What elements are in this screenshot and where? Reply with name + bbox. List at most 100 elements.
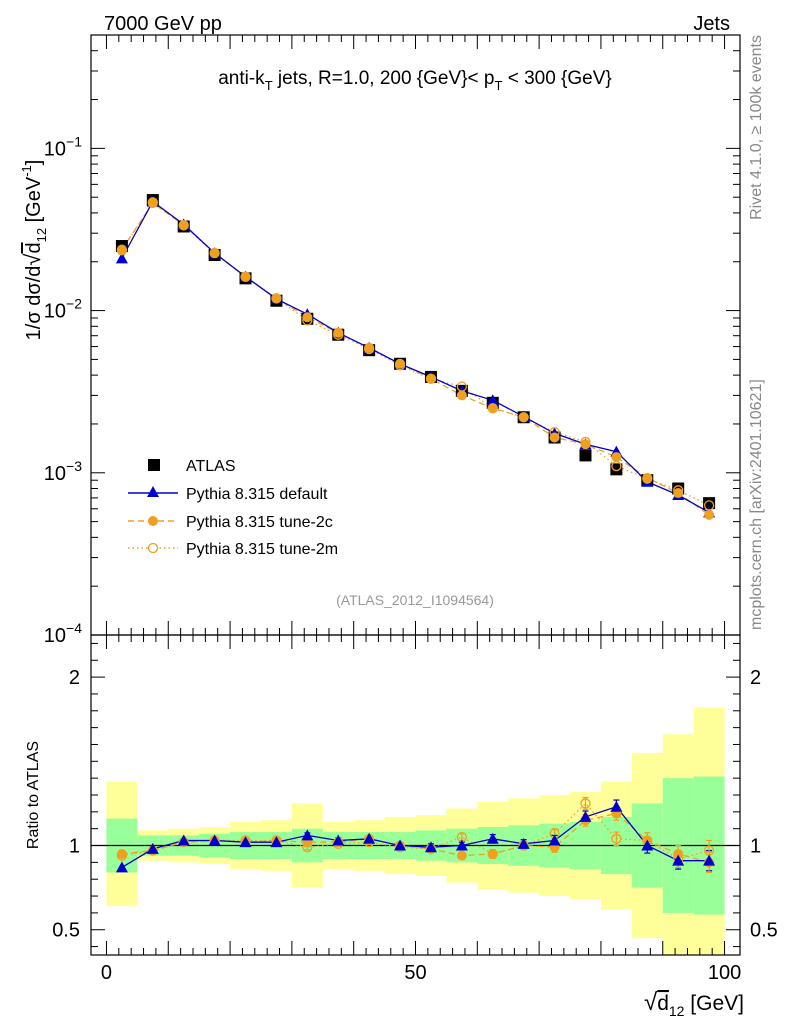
tune-2m-point bbox=[271, 293, 282, 304]
main-y-tick-label: 10−1 bbox=[44, 133, 82, 160]
tune-2m-point bbox=[240, 271, 251, 282]
tune-2c-point bbox=[611, 452, 622, 463]
tune-2m-point bbox=[518, 412, 529, 423]
ratio-point-default bbox=[208, 834, 221, 846]
ratio-point-default bbox=[486, 832, 499, 844]
tune-2m-point bbox=[673, 485, 684, 496]
ratio-point-tune-2c bbox=[116, 848, 127, 859]
tune-2c-point bbox=[425, 373, 436, 384]
mcplots-label: mcplots.cern.ch [arXiv:2401.10621] bbox=[748, 379, 765, 630]
default-point bbox=[115, 252, 128, 264]
tune-2c-point bbox=[302, 312, 313, 323]
energy-label: 7000 GeV pp bbox=[104, 13, 222, 35]
ratio-point-tune-2c bbox=[456, 850, 467, 861]
main-y-axis-label: 1/σ dσ/d√d12 [GeV-1] bbox=[19, 160, 49, 341]
tune-2m-point bbox=[178, 220, 189, 231]
ratio-point-tune-2m bbox=[611, 833, 622, 844]
analysis-label: (ATLAS_2012_I1094564) bbox=[336, 592, 494, 608]
main-y-tick-label: 10−3 bbox=[44, 458, 82, 485]
ratio-y-tick-label-right: 0.5 bbox=[750, 920, 778, 942]
svg-text:1/σ dσ/d√d12 [GeV-1]: 1/σ dσ/d√d12 [GeV-1] bbox=[19, 160, 49, 341]
x-tick-label: 0 bbox=[101, 962, 112, 984]
tune-2c-point bbox=[487, 403, 498, 414]
ratio-point-default bbox=[301, 829, 314, 841]
tune-2c-point bbox=[518, 412, 529, 423]
legend-label-default: Pythia 8.315 default bbox=[186, 486, 328, 503]
tune-2m-point bbox=[425, 373, 437, 384]
ratio-y-tick-label-left: 1 bbox=[69, 836, 80, 858]
ratio-point-tune-2m bbox=[580, 798, 591, 809]
ratio-y-tick-label-left: 2 bbox=[69, 667, 80, 689]
tune-2c-point bbox=[271, 293, 282, 304]
tune-2c-point bbox=[209, 247, 220, 258]
legend-entry-tune-2c: Pythia 8.315 tune-2c bbox=[128, 514, 333, 531]
ratio-point-default bbox=[610, 800, 623, 812]
ratio-y-tick-label-right: 1 bbox=[750, 836, 761, 858]
ratio-point-default bbox=[548, 834, 561, 846]
ratio-point-tune-2c bbox=[487, 848, 498, 859]
legend-entry-default: Pythia 8.315 default bbox=[128, 486, 328, 503]
tune-2m-point bbox=[363, 343, 375, 355]
ratio-plot-panel: 0.5 0.5 1 1 2 2 0 50 100 Ratio to ATLAS √d12 [Ge… bbox=[25, 634, 778, 1019]
tune-2c-point bbox=[580, 439, 591, 450]
ratio-point-default bbox=[332, 834, 345, 846]
ratio-point-default bbox=[517, 837, 530, 849]
tune-2c-point bbox=[673, 488, 684, 499]
ratio-point-default bbox=[641, 839, 654, 851]
x-tick-label: 50 bbox=[404, 962, 426, 984]
svg-text:√d12 [GeV]: √d12 [GeV] bbox=[644, 989, 744, 1019]
plot-title: anti-kT jets, R=1.0, 200 {GeV}< pT < 300… bbox=[218, 68, 612, 93]
ratio-y-tick-label-right: 2 bbox=[750, 667, 761, 689]
tune-2m-point bbox=[333, 329, 344, 340]
tune-2m-point bbox=[487, 403, 498, 414]
legend-marker-atlas bbox=[148, 459, 160, 471]
ratio-point-default bbox=[115, 861, 128, 873]
tune-2m-point bbox=[456, 381, 468, 392]
legend-marker-tune-2m bbox=[147, 542, 159, 554]
default-point bbox=[486, 394, 499, 406]
tune-2c-point bbox=[549, 432, 560, 443]
atlas-point bbox=[703, 497, 716, 510]
ratio-line-tune-2c bbox=[121, 812, 710, 864]
ratio-point-default bbox=[424, 841, 437, 853]
tune-2m-point bbox=[549, 427, 560, 438]
tune-2m-point bbox=[642, 473, 653, 484]
ratio-y-tick-label-left: 0.5 bbox=[52, 920, 80, 942]
atlas-point bbox=[610, 463, 623, 476]
ratio-point-default bbox=[455, 839, 468, 851]
x-axis-label: √d12 [GeV] bbox=[644, 989, 744, 1019]
legend-label-tune-2c: Pythia 8.315 tune-2c bbox=[186, 514, 333, 531]
legend: ATLAS Pythia 8.315 default Pythia 8.315 … bbox=[128, 458, 338, 558]
main-y-tick-label: 10−4 bbox=[44, 620, 82, 647]
ratio-point-default bbox=[363, 832, 376, 844]
tune-2m-point bbox=[147, 197, 158, 208]
ratio-y-axis-label: Ratio to ATLAS bbox=[25, 741, 42, 849]
tune-2m-point bbox=[116, 245, 128, 256]
tune-2m-point bbox=[394, 360, 406, 371]
rivet-label: Rivet 4.1.0, ≥ 100k events bbox=[748, 35, 765, 220]
tune-2m-point bbox=[209, 247, 220, 259]
legend-label-tune-2m: Pythia 8.315 tune-2m bbox=[186, 541, 338, 558]
ratio-point-default bbox=[270, 836, 283, 848]
ratio-point-default bbox=[146, 842, 159, 854]
process-label: Jets bbox=[693, 13, 730, 35]
tune-2c-point bbox=[704, 509, 715, 520]
legend-marker-tune-2c bbox=[148, 516, 158, 526]
tune-2c-point bbox=[456, 390, 467, 401]
x-tick-label: 100 bbox=[708, 962, 741, 984]
legend-label-atlas: ATLAS bbox=[186, 458, 236, 475]
legend-entry-tune-2m: Pythia 8.315 tune-2m bbox=[128, 541, 338, 558]
tune-2m-point bbox=[580, 436, 591, 448]
legend-marker-default bbox=[147, 486, 159, 497]
tune-2m-point bbox=[302, 315, 313, 326]
tune-2c-point bbox=[240, 272, 251, 283]
ratio-point-default bbox=[703, 854, 716, 866]
ratio-point-default bbox=[394, 839, 407, 851]
tune-2c-point bbox=[178, 219, 189, 230]
ratio-point-default bbox=[177, 834, 190, 846]
series-line-tune-2m bbox=[121, 201, 710, 506]
ratio-point-tune-2c bbox=[673, 848, 684, 859]
legend-entry-atlas: ATLAS bbox=[148, 458, 236, 475]
atlas-point bbox=[579, 449, 592, 462]
